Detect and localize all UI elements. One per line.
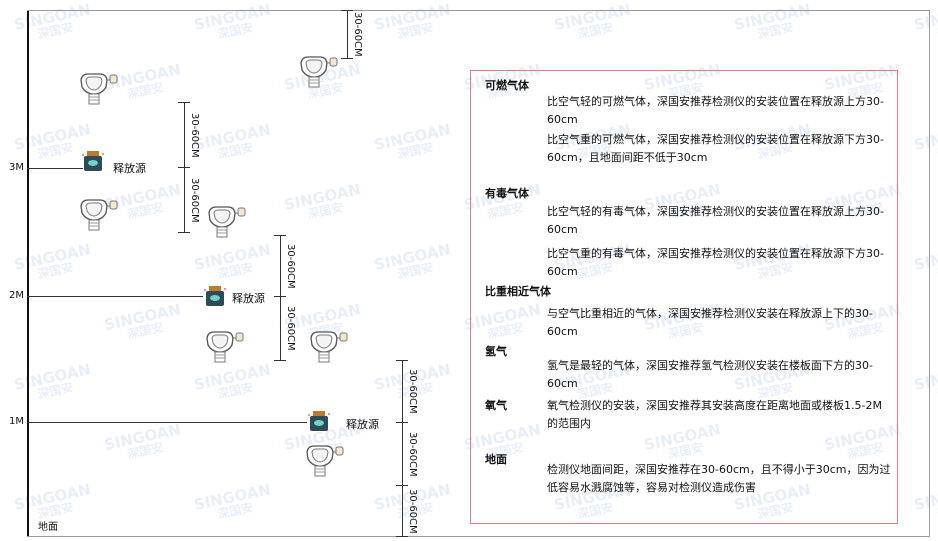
gas-detector-icon — [206, 205, 246, 239]
dimension-line — [280, 235, 281, 296]
dimension-tick — [274, 235, 286, 236]
dimension-label: 30-60CM — [189, 112, 200, 158]
floor-line — [27, 536, 930, 537]
gas-detector-icon — [78, 198, 118, 232]
dimension-line — [184, 167, 185, 232]
dimension-line — [402, 422, 403, 485]
dimension-label: 30-60CM — [352, 12, 363, 57]
dimension-label: 30-60CM — [285, 306, 296, 351]
ground-title: 地面 — [485, 453, 507, 466]
similar-text: 与空气比重相近的气体，深国安推荐检测仪安装在释放源上下的30-60cm — [547, 307, 873, 338]
wall-line — [27, 10, 29, 537]
dimension-label: 30-60CM — [407, 488, 418, 534]
ground-text: 检测仪地面间距，深国安推荐在30-60cm，且不得小于30cm，因为过低容易水溅… — [547, 463, 891, 494]
gas-detector-icon — [204, 330, 244, 364]
dimension-tick — [274, 360, 286, 361]
toxic-heavy: 比空气重的有毒气体，深国安推荐检测仪的安装位置在释放源下方30-60cm — [547, 247, 884, 278]
dimension-line — [184, 102, 185, 167]
dimension-tick — [396, 422, 408, 423]
source-label: 释放源 — [232, 292, 265, 305]
ceiling-line — [27, 10, 930, 11]
hydrogen-text: 氢气是最轻的气体，深国安推荐氢气检测仪安装在楼板面下方的30-60cm — [547, 359, 873, 390]
dimension-tick — [178, 167, 190, 168]
combustible-heavy: 比空气重的可燃气体，深国安推荐检测仪的安装位置在释放源下方30-60cm，且地面… — [547, 133, 884, 164]
dimension-tick — [341, 10, 353, 11]
dimension-line — [402, 360, 403, 422]
level-1m-label: 1M — [9, 416, 24, 427]
dimension-tick — [178, 102, 190, 103]
release-source-icon — [82, 150, 104, 172]
dimension-label: 30-60CM — [407, 431, 418, 477]
oxygen-title: 氧气 — [485, 399, 507, 412]
dimension-tick — [396, 485, 408, 486]
release-source-icon — [308, 410, 330, 432]
dimension-label: 30-60CM — [285, 243, 296, 289]
right-border — [929, 10, 930, 537]
dimension-label: 30-60CM — [189, 177, 200, 223]
level-1m-line — [27, 422, 307, 423]
notes-panel: 可燃气体 比空气轻的可燃气体，深国安推荐检测仪的安装位置在释放源上方30-60c… — [470, 70, 898, 524]
dimension-line — [347, 10, 348, 58]
gas-detector-icon — [304, 444, 344, 478]
gas-detector-icon — [78, 72, 118, 106]
dimension-tick — [396, 536, 408, 537]
hydrogen-title: 氢气 — [485, 345, 507, 358]
combustible-title: 可燃气体 — [485, 79, 529, 92]
dimension-tick — [396, 360, 408, 361]
oxygen-text: 氧气检测仪的安装，深国安推荐其安装高度在距离地面或楼板1.5-2M的范围内 — [547, 399, 882, 430]
source-label: 释放源 — [346, 418, 379, 431]
combustible-light: 比空气轻的可燃气体，深国安推荐检测仪的安装位置在释放源上方30-60cm — [547, 95, 884, 126]
toxic-light: 比空气轻的有毒气体，深国安推荐检测仪的安装位置在释放源上方30-60cm — [547, 205, 884, 236]
ground-label: 地面 — [38, 522, 58, 533]
gas-detector-icon — [298, 55, 338, 89]
level-2m-label: 2M — [9, 290, 24, 301]
toxic-title: 有毒气体 — [485, 187, 529, 200]
dimension-label: 30-60CM — [407, 369, 418, 414]
source-label: 释放源 — [113, 162, 146, 175]
gas-detector-icon — [308, 330, 348, 364]
dimension-line — [280, 296, 281, 360]
release-source-icon — [204, 285, 226, 307]
dimension-tick — [341, 58, 353, 59]
dimension-tick — [274, 296, 286, 297]
dimension-line — [402, 485, 403, 536]
similar-title: 比重相近气体 — [485, 285, 551, 298]
level-2m-line — [27, 296, 203, 297]
dimension-tick — [178, 232, 190, 233]
level-3m-label: 3M — [9, 162, 24, 173]
level-3m-line — [27, 168, 83, 169]
